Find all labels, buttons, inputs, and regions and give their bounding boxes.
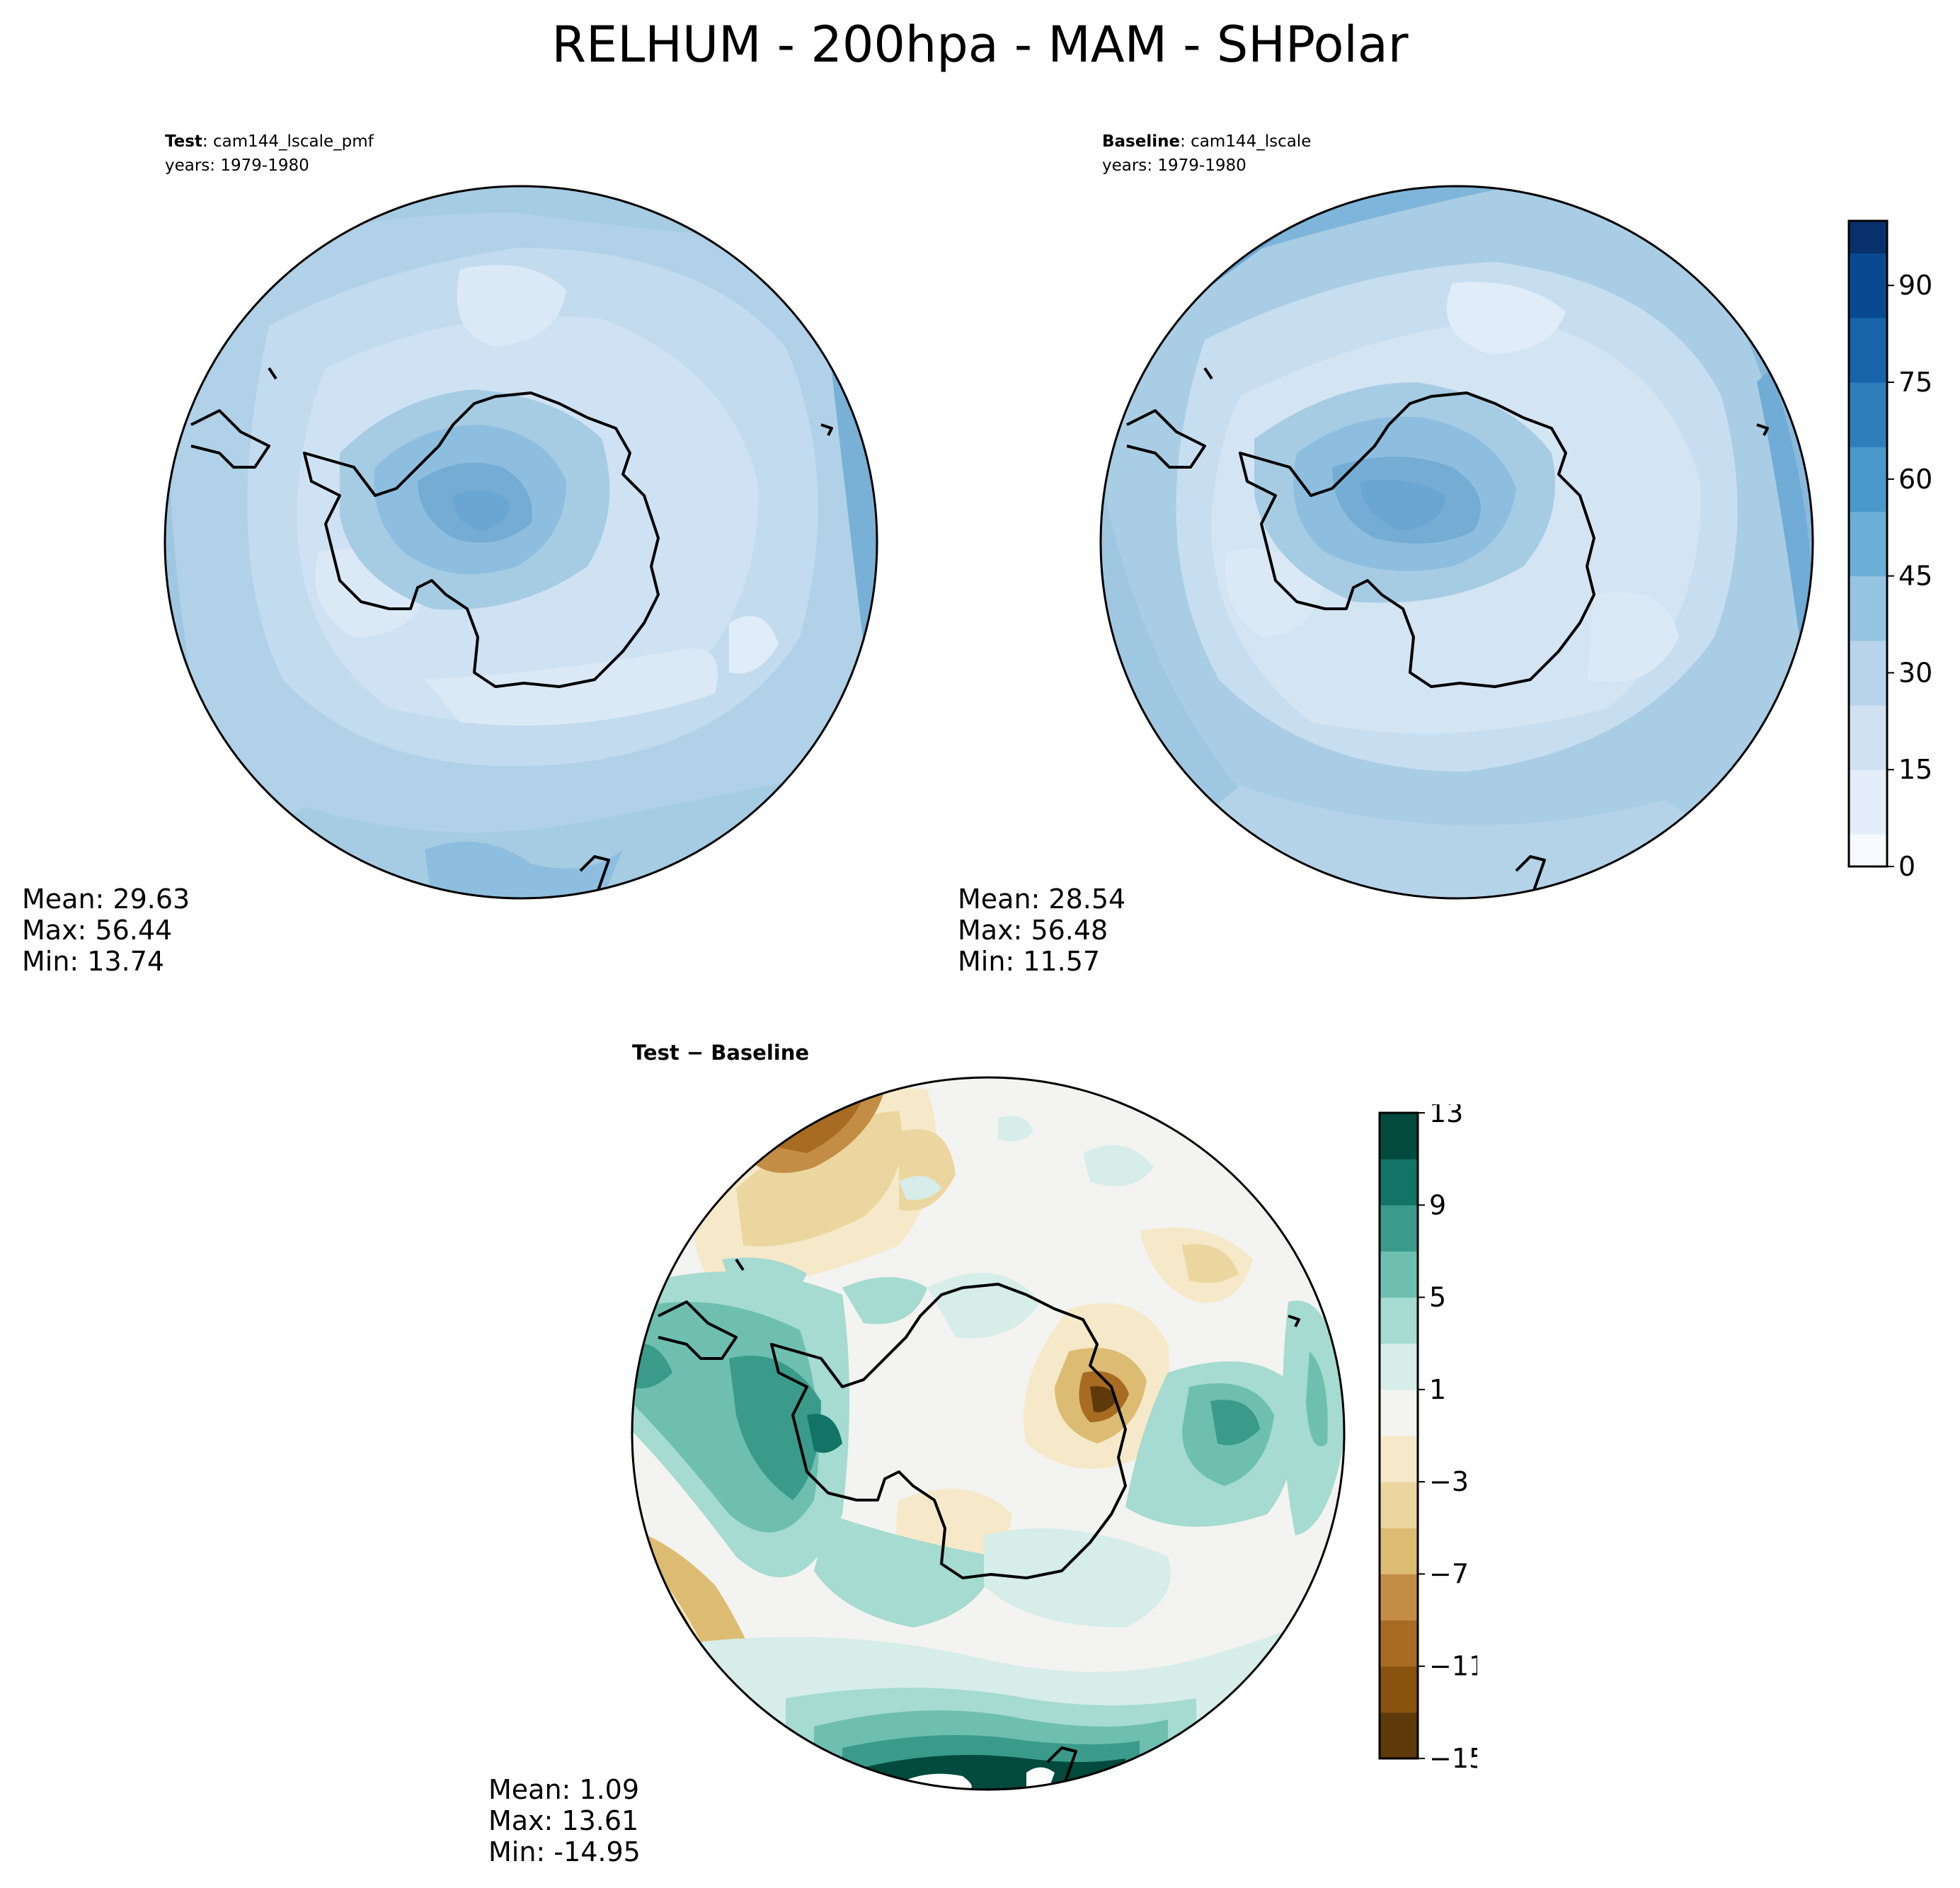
diff-colorbar-level-9 bbox=[1380, 1297, 1418, 1344]
field-colorbar: 0 15 30 45 60 75 90 bbox=[1847, 219, 1932, 878]
test-panel-title: Test: cam144_lscale_pmf years: 1979-1980 bbox=[165, 130, 374, 178]
diff-colorbar-level-1 bbox=[1380, 1666, 1418, 1713]
baseline-panel-title: Baseline: cam144_lscale years: 1979-1980 bbox=[1102, 130, 1311, 178]
field-colorbar-tick-label: 75 bbox=[1898, 367, 1932, 398]
field-colorbar-tick-label: 30 bbox=[1898, 657, 1932, 688]
field-colorbar-level-10 bbox=[1849, 511, 1887, 544]
field-colorbar-tick-label: 60 bbox=[1898, 464, 1932, 495]
diff-panel-title: Test − Baseline bbox=[632, 1041, 810, 1065]
diff-colorbar-level-6 bbox=[1380, 1436, 1418, 1482]
field-colorbar-level-15 bbox=[1849, 350, 1887, 383]
field-colorbar-level-13 bbox=[1849, 414, 1887, 447]
field-colorbar-tick-label: 0 bbox=[1898, 851, 1915, 878]
baseline-stats: Mean: 28.54 Max: 56.48 Min: 11.57 bbox=[958, 883, 1125, 977]
diff-colorbar: 13 9 5 1 −3 −7 −11 −15 bbox=[1378, 1104, 1477, 1770]
baseline-label: Baseline bbox=[1102, 132, 1181, 151]
field-colorbar-level-5 bbox=[1849, 673, 1887, 706]
diff-colorbar-level-3 bbox=[1380, 1574, 1418, 1621]
diff-colorbar-blocks bbox=[1380, 1113, 1418, 1759]
diff-max: Max: 13.61 bbox=[488, 1805, 639, 1836]
diff-colorbar-tick-label: −7 bbox=[1429, 1558, 1469, 1589]
figure-title: RELHUM - 200hpa - MAM - SHPolar bbox=[551, 16, 1409, 74]
diff-colorbar-tick-label: −15 bbox=[1429, 1743, 1477, 1770]
diff-min: Min: -14.95 bbox=[488, 1836, 641, 1867]
field-colorbar-level-12 bbox=[1849, 447, 1887, 480]
field-colorbar-level-19 bbox=[1849, 221, 1887, 254]
diff-colorbar-level-0 bbox=[1380, 1712, 1418, 1759]
diff-colorbar-ticks: 13 9 5 1 −3 −7 −11 −15 bbox=[1418, 1104, 1477, 1770]
field-colorbar-level-18 bbox=[1849, 253, 1887, 286]
diff-stats: Mean: 1.09 Max: 13.61 Min: -14.95 bbox=[488, 1774, 641, 1867]
field-colorbar-ticks: 0 15 30 45 60 75 90 bbox=[1887, 270, 1932, 878]
diff-colorbar-level-5 bbox=[1380, 1482, 1418, 1528]
test-map bbox=[164, 185, 878, 900]
baseline-years: years: 1979-1980 bbox=[1102, 156, 1247, 175]
diff-colorbar-level-8 bbox=[1380, 1343, 1418, 1390]
baseline-max: Max: 56.48 bbox=[958, 915, 1108, 946]
diff-colorbar-tick-label: 5 bbox=[1429, 1282, 1446, 1313]
diff-colorbar-level-11 bbox=[1380, 1205, 1418, 1252]
field-colorbar-tick-label: 90 bbox=[1898, 270, 1932, 301]
baseline-mean: Mean: 28.54 bbox=[958, 883, 1126, 915]
diff-colorbar-level-2 bbox=[1380, 1620, 1418, 1667]
field-colorbar-level-11 bbox=[1849, 479, 1887, 512]
field-colorbar-level-1 bbox=[1849, 801, 1887, 835]
field-colorbar-level-0 bbox=[1849, 834, 1887, 867]
diff-colorbar-tick-label: 9 bbox=[1429, 1189, 1446, 1220]
test-stats: Mean: 29.63 Max: 56.44 Min: 13.74 bbox=[22, 883, 190, 977]
field-colorbar-level-7 bbox=[1849, 608, 1887, 641]
field-colorbar-frame bbox=[1847, 219, 1889, 868]
baseline-case-name: : cam144_lscale bbox=[1180, 132, 1312, 151]
diff-colorbar-level-4 bbox=[1380, 1528, 1418, 1574]
field-colorbar-level-8 bbox=[1849, 576, 1887, 609]
field-colorbar-blocks bbox=[1849, 221, 1887, 867]
field-colorbar-level-16 bbox=[1849, 317, 1887, 350]
baseline-map bbox=[1099, 185, 1814, 900]
test-label: Test bbox=[165, 132, 202, 151]
diff-colorbar-tick-label: −3 bbox=[1429, 1466, 1469, 1497]
field-colorbar-level-2 bbox=[1849, 769, 1887, 803]
test-min: Min: 13.74 bbox=[22, 946, 165, 977]
baseline-min: Min: 11.57 bbox=[958, 946, 1101, 977]
field-colorbar-level-14 bbox=[1849, 382, 1887, 416]
diff-colorbar-level-13 bbox=[1380, 1113, 1418, 1160]
diff-colorbar-level-12 bbox=[1380, 1159, 1418, 1206]
diff-colorbar-level-7 bbox=[1380, 1389, 1418, 1436]
field-colorbar-tick-label: 45 bbox=[1898, 561, 1932, 592]
difference-map bbox=[631, 1076, 1346, 1791]
diff-colorbar-frame bbox=[1378, 1111, 1419, 1760]
diff-colorbar-tick-label: 1 bbox=[1429, 1374, 1446, 1405]
test-mean: Mean: 29.63 bbox=[22, 883, 190, 915]
field-colorbar-level-6 bbox=[1849, 640, 1887, 673]
diff-colorbar-tick-label: 13 bbox=[1429, 1104, 1463, 1128]
field-colorbar-level-17 bbox=[1849, 285, 1887, 319]
diff-mean: Mean: 1.09 bbox=[488, 1774, 640, 1805]
field-colorbar-level-9 bbox=[1849, 544, 1887, 577]
test-max: Max: 56.44 bbox=[22, 915, 173, 946]
test-case-name: : cam144_lscale_pmf bbox=[202, 132, 374, 151]
test-years: years: 1979-1980 bbox=[165, 156, 309, 175]
field-colorbar-level-3 bbox=[1849, 737, 1887, 770]
diff-colorbar-tick-label: −11 bbox=[1429, 1651, 1477, 1682]
field-colorbar-tick-label: 15 bbox=[1898, 754, 1932, 785]
diff-colorbar-level-10 bbox=[1380, 1251, 1418, 1298]
field-colorbar-level-4 bbox=[1849, 705, 1887, 738]
